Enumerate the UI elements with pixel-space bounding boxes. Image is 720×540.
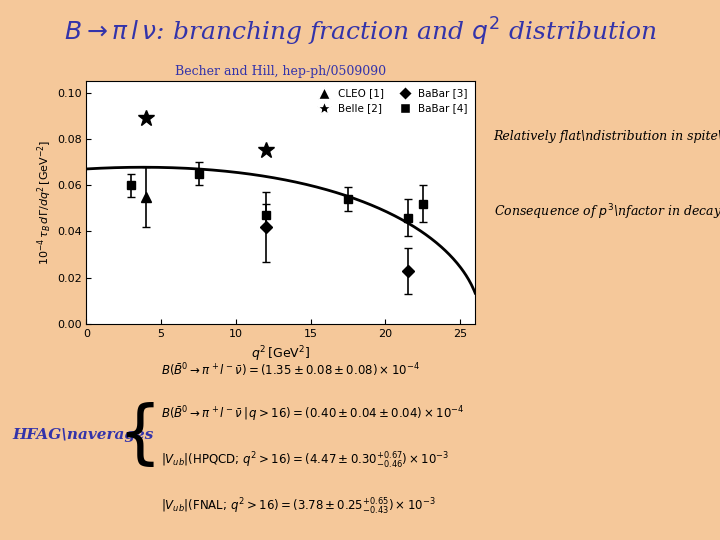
Y-axis label: $10^{-4}\,\tau_B\,d\Gamma/dq^2\,[{\rm GeV}^{-2}]$: $10^{-4}\,\tau_B\,d\Gamma/dq^2\,[{\rm Ge… — [35, 140, 54, 265]
Text: $B(\bar{B}^0\rightarrow\pi^+l^-\bar{\nu}) = (1.35\pm0.08\pm0.08)\times10^{-4}$: $B(\bar{B}^0\rightarrow\pi^+l^-\bar{\nu}… — [161, 362, 420, 380]
Title: Becher and Hill, hep-ph/0509090: Becher and Hill, hep-ph/0509090 — [175, 65, 387, 78]
Text: $B\rightarrow\pi\, l\, \nu$: branching fraction and $q^2$ distribution: $B\rightarrow\pi\, l\, \nu$: branching f… — [63, 16, 657, 48]
Text: HFAG\naverages: HFAG\naverages — [13, 428, 154, 442]
Legend: CLEO [1], Belle [2], BaBar [3], BaBar [4]: CLEO [1], Belle [2], BaBar [3], BaBar [4… — [310, 84, 472, 118]
Text: $|V_{ub}|(\mathrm{HPQCD};\,q^2>16) = (4.47\pm0.30^{+0.67}_{-0.46})\times10^{-3}$: $|V_{ub}|(\mathrm{HPQCD};\,q^2>16) = (4.… — [161, 450, 450, 471]
Text: Relatively flat\ndistribution in spite\nof rapidly changing\nform factor.: Relatively flat\ndistribution in spite\n… — [494, 130, 720, 143]
Text: $|V_{ub}|(\mathrm{FNAL};\,q^2>16) = (3.78\pm0.25^{+0.65}_{-0.43})\times10^{-3}$: $|V_{ub}|(\mathrm{FNAL};\,q^2>16) = (3.7… — [161, 497, 436, 517]
X-axis label: $q^2\,[{\rm GeV}^2]$: $q^2\,[{\rm GeV}^2]$ — [251, 345, 310, 364]
Text: $B(\bar{B}^0\rightarrow\pi^+l^-\bar{\nu}\,|\,q>16) = (0.40\pm0.04\pm0.04)\times1: $B(\bar{B}^0\rightarrow\pi^+l^-\bar{\nu}… — [161, 405, 464, 424]
Text: $\{$: $\{$ — [117, 400, 154, 469]
Text: Consequence of $p^3$\nfactor in decay rate.: Consequence of $p^3$\nfactor in decay ra… — [494, 202, 720, 222]
